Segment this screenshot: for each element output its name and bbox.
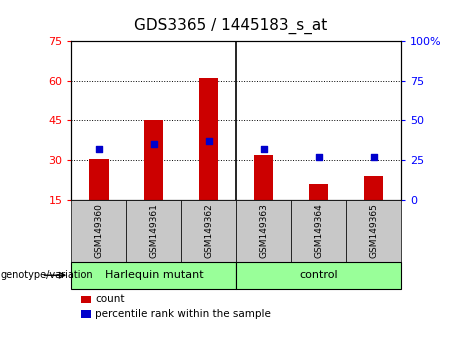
Text: percentile rank within the sample: percentile rank within the sample [95, 309, 272, 319]
Point [260, 146, 267, 152]
Text: count: count [95, 295, 125, 304]
Text: Harlequin mutant: Harlequin mutant [105, 270, 203, 280]
Text: GSM149362: GSM149362 [204, 204, 213, 258]
Text: GSM149363: GSM149363 [259, 204, 268, 258]
Point [95, 146, 103, 152]
Text: GSM149364: GSM149364 [314, 204, 323, 258]
Bar [144, 120, 164, 200]
Point [315, 154, 322, 160]
Point [370, 154, 377, 160]
Bar [364, 176, 383, 200]
Point [205, 138, 213, 144]
Bar [199, 78, 219, 200]
Text: GSM149365: GSM149365 [369, 204, 378, 258]
Bar [89, 159, 108, 200]
Text: GSM149361: GSM149361 [149, 204, 159, 258]
Text: genotype/variation: genotype/variation [1, 270, 94, 280]
Text: control: control [299, 270, 338, 280]
Bar [309, 184, 328, 200]
Bar [254, 155, 273, 200]
Text: GDS3365 / 1445183_s_at: GDS3365 / 1445183_s_at [134, 18, 327, 34]
Text: GSM149360: GSM149360 [95, 204, 103, 258]
Point [150, 141, 158, 147]
